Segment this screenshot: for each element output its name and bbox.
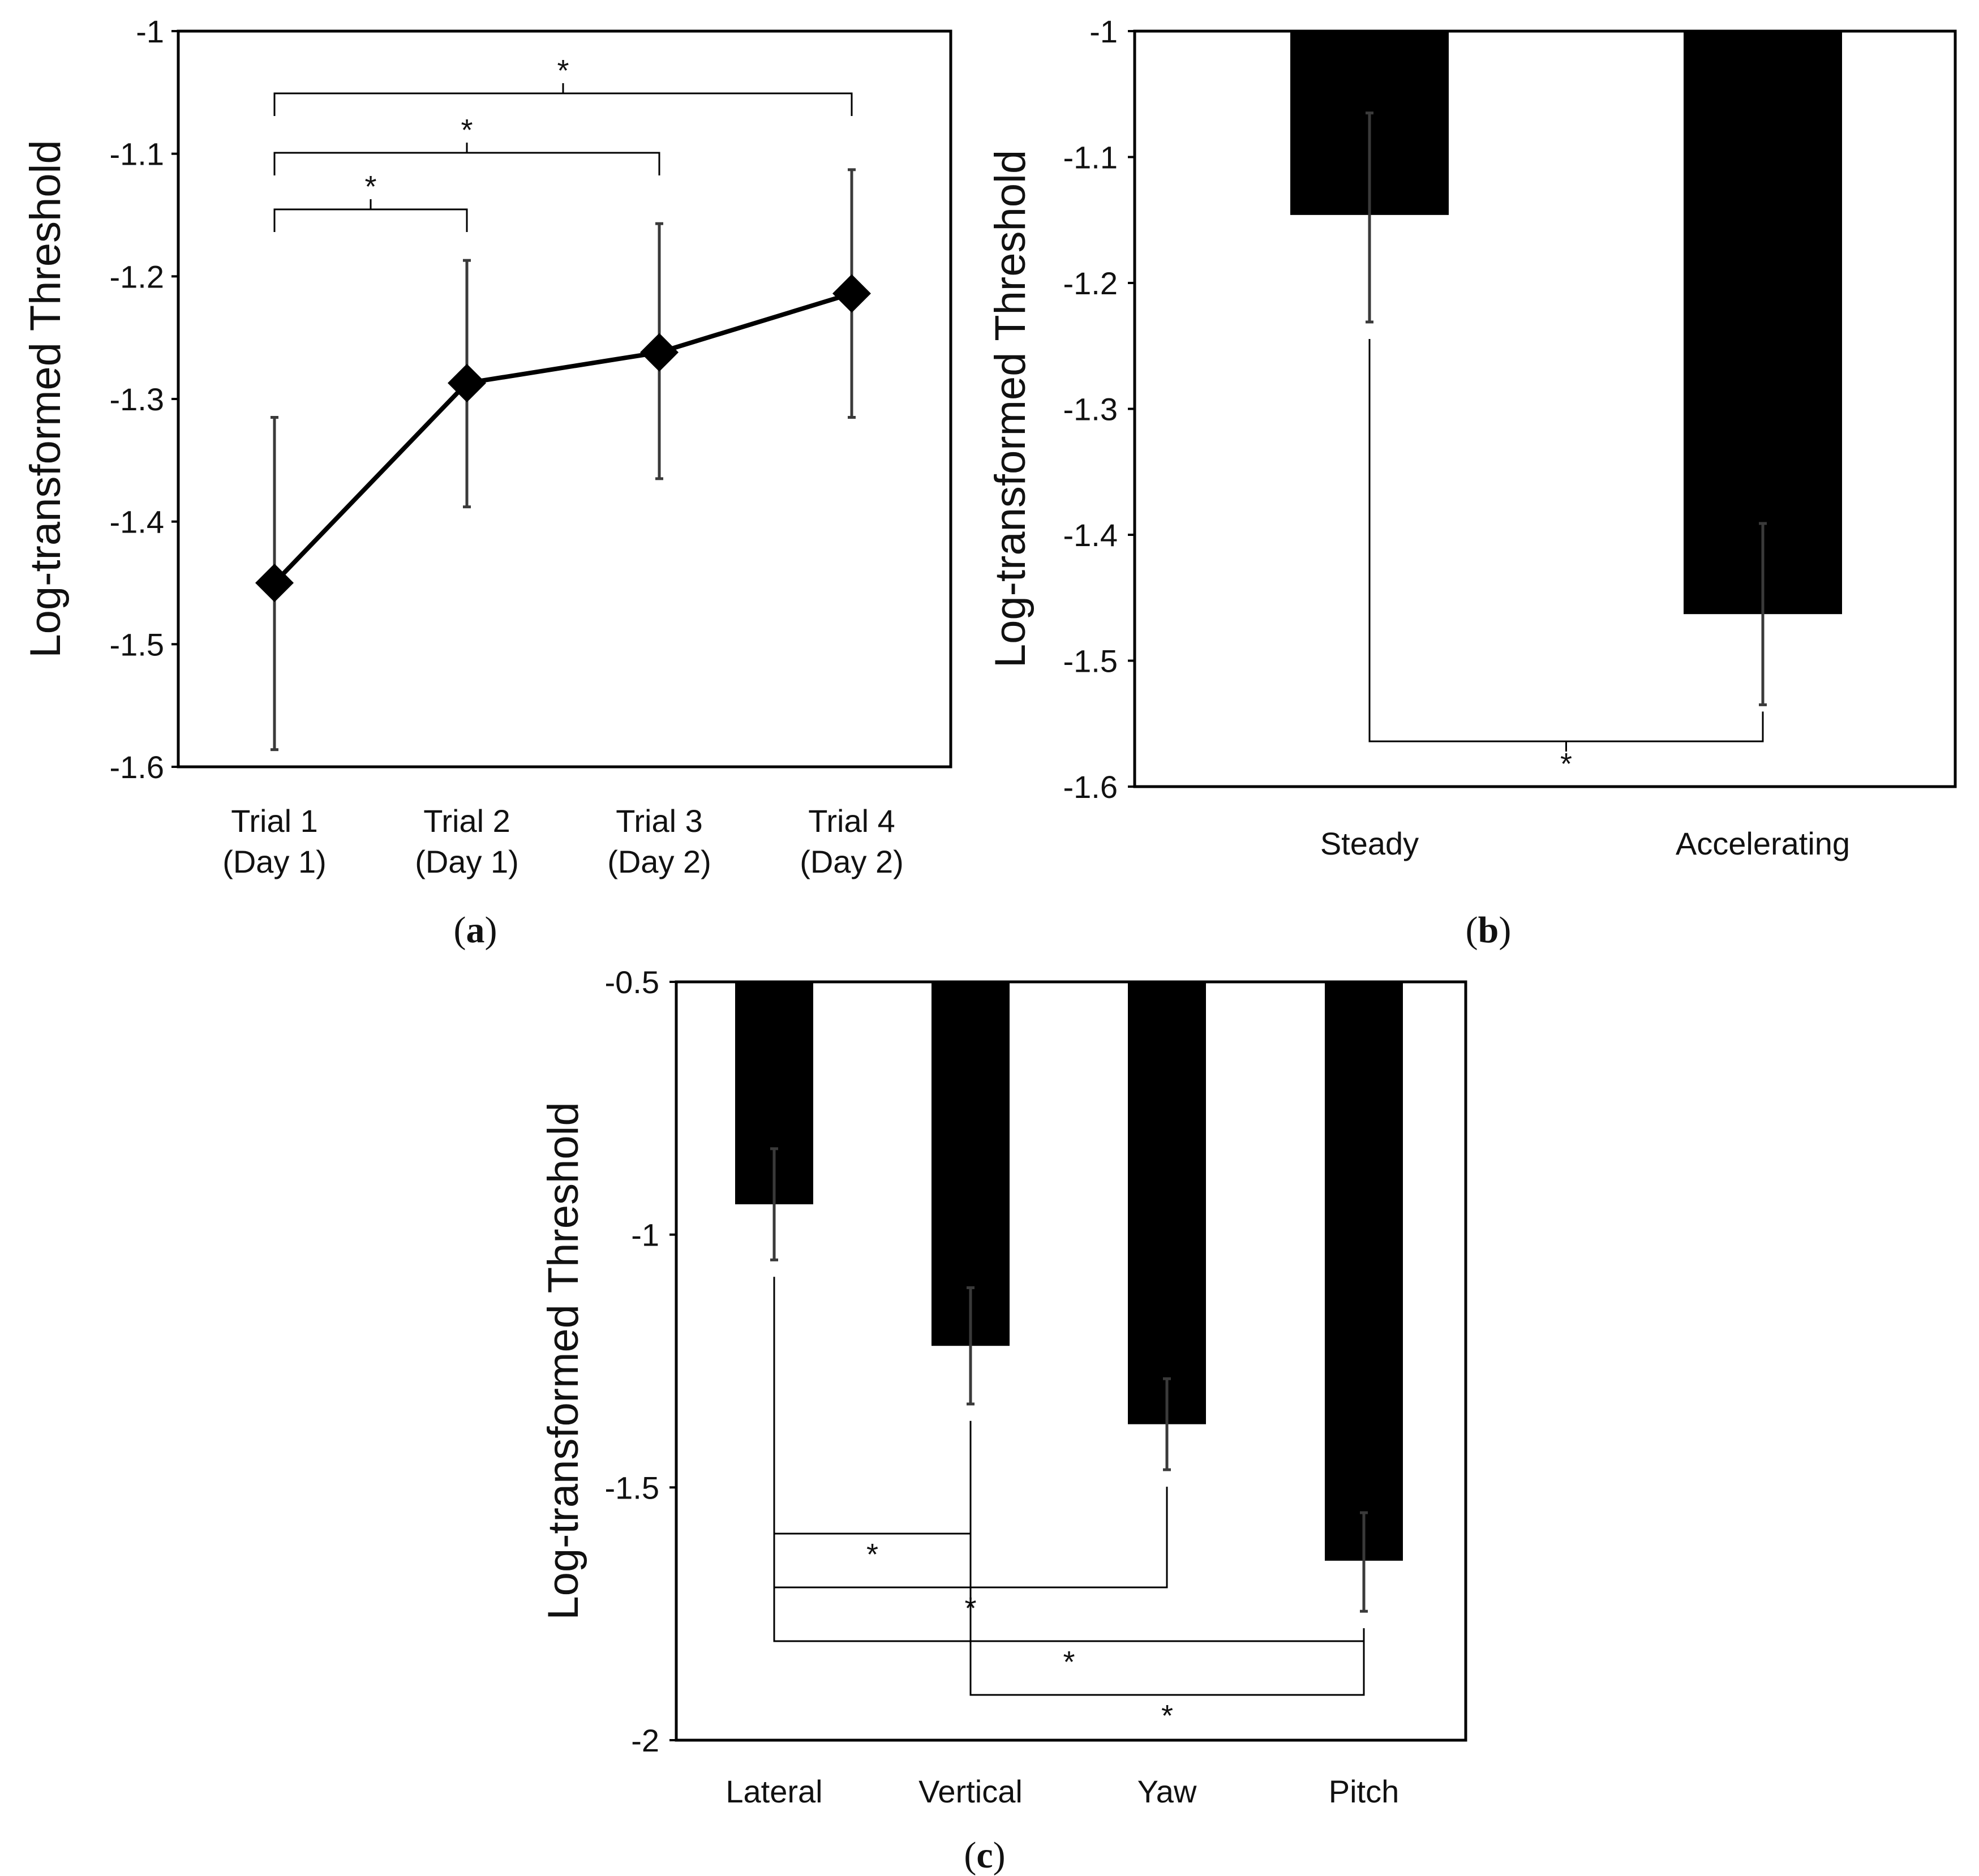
y-axis-title: Log-transformed Threshold (22, 140, 70, 658)
bar-2 (1684, 31, 1842, 615)
significance-star: * (866, 1538, 878, 1572)
x-tick-label: Lateral (726, 1774, 822, 1809)
x-tick-label-line: Pitch (1329, 1774, 1400, 1809)
panel-a-line-chart: -1 -1.1 -1.2 -1.3 -1.4 -1.5 -1.6 Trial 1 (Day 1)… (22, 14, 952, 951)
y-tick-label: -1.2 (110, 259, 165, 294)
x-tick-label: Pitch (1329, 1774, 1400, 1809)
significance-star: * (461, 113, 473, 147)
bar-2 (931, 982, 1010, 1346)
y-tick-label: -1.4 (110, 504, 165, 540)
panel-c-bar-chart: -0.5 -1 -1.5 -2 Lateral Vertical Yaw Pitch Log-t… (539, 964, 1467, 1876)
y-tick-label: -1.6 (110, 749, 165, 785)
y-tick-label: -1.1 (110, 136, 165, 172)
panel-label: (c) (964, 1835, 1005, 1876)
x-tick-label-line: Yaw (1137, 1774, 1197, 1809)
panel-b-bar-chart: -1 -1.1 -1.2 -1.3 -1.4 -1.5 -1.6 Steady Accelera… (986, 14, 1957, 951)
significance-star: * (1161, 1699, 1173, 1733)
significance-bracket (273, 92, 853, 116)
y-tick-label: -1.5 (605, 1470, 660, 1505)
significance-bracket (969, 1420, 1365, 1696)
panel-label-open: ( (964, 1835, 976, 1876)
y-axis-title: Log-transformed Threshold (539, 1102, 587, 1620)
y-tick-label: -1.3 (110, 381, 165, 417)
panel-label-letter: c (976, 1835, 993, 1876)
significance-star: * (1063, 1645, 1075, 1679)
x-tick-label-line: Accelerating (1676, 826, 1850, 861)
significance-star: * (364, 170, 376, 204)
x-tick-label-line: Vertical (918, 1774, 1023, 1809)
bar-3 (1128, 982, 1206, 1424)
y-tick-label: -1.2 (1063, 265, 1118, 301)
x-tick-label: Accelerating (1676, 826, 1850, 861)
panel-label: (a) (454, 909, 497, 951)
x-tick-label: Yaw (1137, 1774, 1197, 1809)
x-tick-label-line: (Day 2) (607, 844, 711, 879)
y-tick-label: -1 (1089, 14, 1118, 49)
data-point-marker (832, 274, 871, 313)
x-tick-label: Vertical (918, 1774, 1023, 1809)
y-tick-label: -2 (631, 1723, 659, 1758)
panel-label-close: ) (1499, 909, 1511, 951)
panel-label-close: ) (993, 1835, 1006, 1876)
panel-label-close: ) (485, 909, 497, 951)
x-tick-label-line: Lateral (726, 1774, 822, 1809)
plot-frame (1133, 29, 1957, 788)
y-tick-label: -1.5 (1063, 643, 1118, 679)
panel-label: (b) (1466, 909, 1512, 951)
x-tick-label-line: Trial 4 (808, 803, 895, 839)
x-tick-label-line: Steady (1320, 826, 1419, 861)
y-tick-label: -1.1 (1063, 140, 1118, 175)
y-tick-label: -1.4 (1063, 517, 1118, 553)
significance-bracket (273, 152, 660, 175)
data-point-marker (255, 564, 294, 602)
y-tick-label: -1.5 (110, 626, 165, 662)
significance-bracket (273, 208, 468, 232)
significance-star: * (557, 54, 569, 88)
x-tick-label-line: (Day 2) (800, 844, 904, 879)
x-tick-label: Trial 2 (Day 1) (415, 803, 519, 879)
y-tick-label: -1.3 (1063, 392, 1118, 427)
x-tick-label-line: (Day 1) (222, 844, 327, 879)
series-line (273, 291, 853, 585)
panel-label-open: ( (1466, 909, 1478, 951)
plot-frame (177, 29, 952, 769)
x-tick-label-line: (Day 1) (415, 844, 519, 879)
x-tick-label: Steady (1320, 826, 1419, 861)
data-point-marker (640, 333, 679, 372)
x-tick-label-line: Trial 2 (423, 803, 510, 839)
bar-4 (1325, 982, 1403, 1561)
x-tick-label: Trial 1 (Day 1) (222, 803, 327, 879)
x-tick-label-line: Trial 1 (231, 803, 318, 839)
plot-frame (675, 980, 1467, 1742)
y-tick-label: -1.6 (1063, 769, 1118, 805)
data-point-marker (448, 363, 486, 402)
y-tick-label: -0.5 (605, 964, 660, 1000)
panel-label-letter: b (1478, 909, 1499, 951)
y-tick-label: -1 (631, 1217, 659, 1253)
x-tick-label: Trial 3 (Day 2) (607, 803, 711, 879)
y-tick-label: -1 (136, 14, 164, 49)
significance-star: * (1560, 747, 1572, 781)
panel-label-letter: a (466, 909, 485, 951)
y-axis-title: Log-transformed Threshold (986, 150, 1034, 668)
panel-label-open: ( (454, 909, 466, 951)
x-tick-label: Trial 4 (Day 2) (800, 803, 904, 879)
significance-bracket (773, 1277, 1365, 1642)
x-tick-label-line: Trial 3 (616, 803, 703, 839)
